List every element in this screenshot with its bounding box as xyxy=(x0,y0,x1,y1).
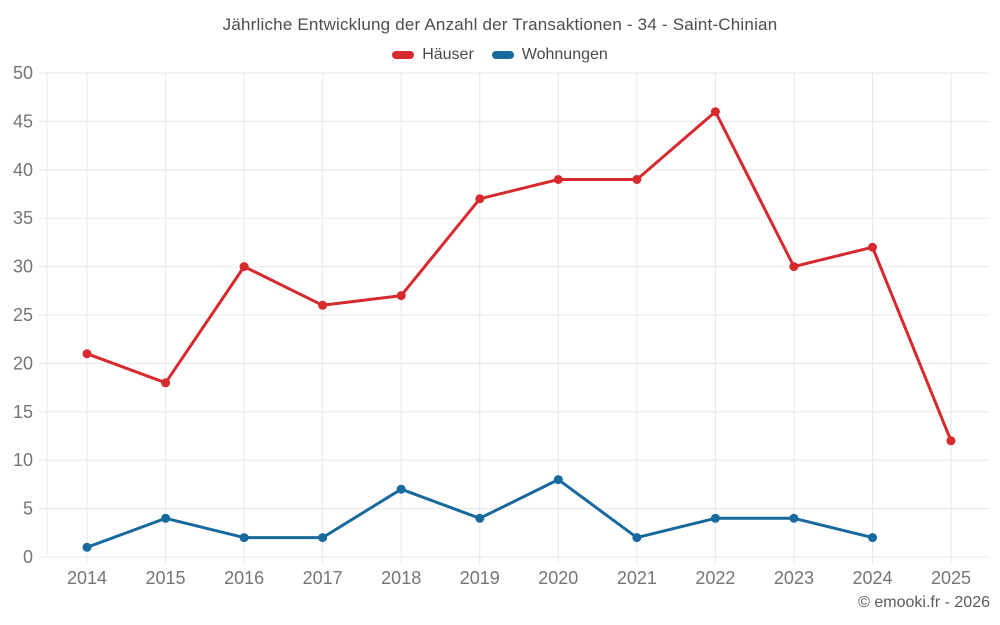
x-tick-label: 2018 xyxy=(381,568,421,588)
legend-swatch-haeuser-icon xyxy=(392,51,415,59)
data-point-haeuser-2016[interactable] xyxy=(239,262,249,272)
y-tick-label: 25 xyxy=(13,305,33,325)
legend-swatch-wohnungen-icon xyxy=(491,51,514,59)
x-tick-label: 2025 xyxy=(931,568,971,588)
data-point-haeuser-2023[interactable] xyxy=(789,262,799,272)
copyright-text: © emooki.fr - 2026 xyxy=(858,594,990,611)
x-tick-label: 2022 xyxy=(695,568,735,588)
data-point-wohnungen-2024[interactable] xyxy=(868,533,877,543)
x-tick-label: 2020 xyxy=(538,568,578,588)
x-tick-label: 2019 xyxy=(460,568,500,588)
data-point-haeuser-2024[interactable] xyxy=(868,242,877,252)
series-line-haeuser xyxy=(85,110,953,443)
y-tick-label: 50 xyxy=(13,63,33,83)
data-point-wohnungen-2019[interactable] xyxy=(475,513,485,523)
y-tick-label: 15 xyxy=(13,402,33,422)
y-tick-label: 20 xyxy=(13,353,33,373)
y-tick-label: 10 xyxy=(13,450,33,470)
y-tick-label: 30 xyxy=(13,257,33,277)
data-point-wohnungen-2015[interactable] xyxy=(161,513,171,523)
data-point-haeuser-2015[interactable] xyxy=(161,378,171,388)
data-point-wohnungen-2022[interactable] xyxy=(710,513,720,523)
x-tick-label: 2023 xyxy=(774,568,814,588)
y-tick-label: 0 xyxy=(23,547,33,567)
chart-title: Jährliche Entwicklung der Anzahl der Tra… xyxy=(222,15,778,34)
legend-item-wohnungen[interactable]: Wohnungen xyxy=(491,46,608,64)
data-point-wohnungen-2018[interactable] xyxy=(396,484,406,494)
data-point-haeuser-2020[interactable] xyxy=(553,175,563,184)
chart-legend: Häuser Wohnungen xyxy=(0,46,1000,64)
y-tick-label: 40 xyxy=(13,160,33,180)
data-point-wohnungen-2021[interactable] xyxy=(632,533,642,543)
data-point-haeuser-2025[interactable] xyxy=(946,436,956,446)
y-tick-label: 45 xyxy=(13,111,33,131)
x-tick-label: 2014 xyxy=(67,568,107,588)
x-tick-label: 2015 xyxy=(146,568,186,588)
y-tick-label: 5 xyxy=(23,499,33,519)
legend-label-wohnungen: Wohnungen xyxy=(521,46,608,63)
legend-label-haeuser: Häuser xyxy=(422,46,474,63)
data-point-haeuser-2022[interactable] xyxy=(710,107,720,117)
y-tick-label: 35 xyxy=(13,208,33,228)
x-tick-label: 2016 xyxy=(224,568,264,588)
x-tick-label: 2024 xyxy=(852,568,892,588)
data-point-haeuser-2021[interactable] xyxy=(632,175,642,184)
data-point-wohnungen-2016[interactable] xyxy=(239,533,249,543)
data-point-wohnungen-2014[interactable] xyxy=(82,542,92,552)
data-point-wohnungen-2023[interactable] xyxy=(789,513,799,523)
data-point-haeuser-2019[interactable] xyxy=(475,194,485,204)
data-point-haeuser-2014[interactable] xyxy=(82,349,92,359)
data-point-haeuser-2017[interactable] xyxy=(318,300,328,310)
x-tick-label: 2021 xyxy=(617,568,657,588)
data-point-wohnungen-2020[interactable] xyxy=(553,475,563,485)
data-point-wohnungen-2017[interactable] xyxy=(318,533,328,543)
legend-item-haeuser[interactable]: Häuser xyxy=(392,46,474,64)
x-tick-label: 2017 xyxy=(303,568,343,588)
data-point-haeuser-2018[interactable] xyxy=(396,291,406,301)
